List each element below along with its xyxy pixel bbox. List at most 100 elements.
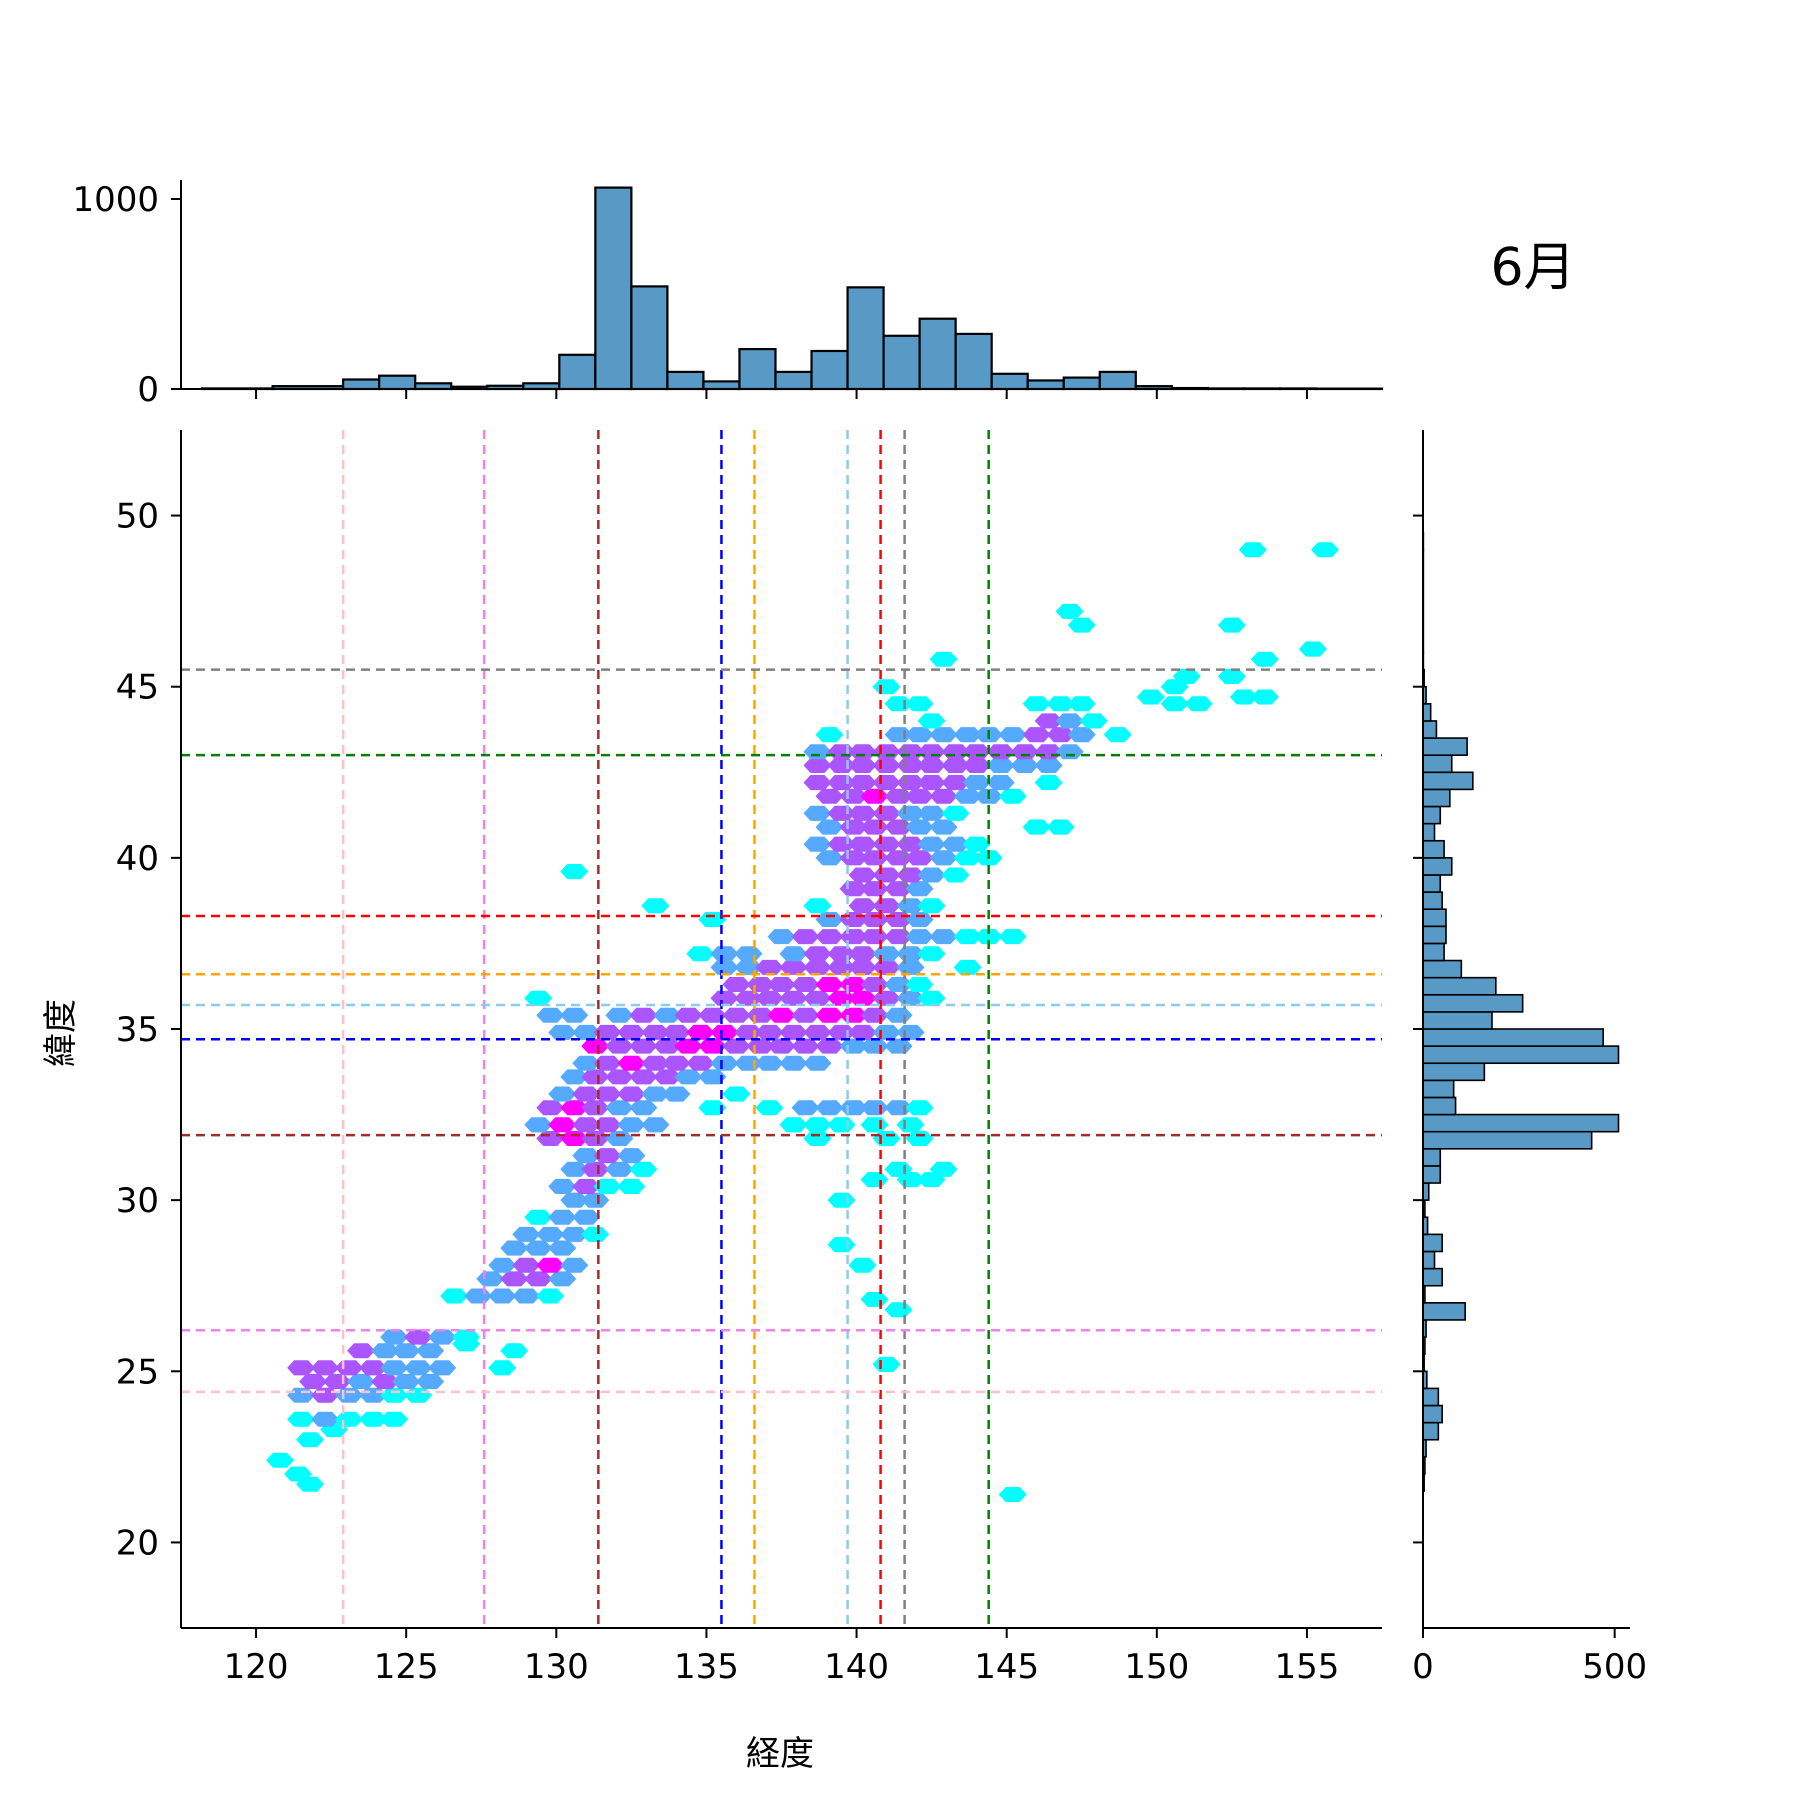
x-tick-label: 120 [224,1647,289,1687]
x-tick-label: 140 [824,1647,889,1687]
right-histogram-bar [1422,805,1442,825]
hex-cell [593,1148,622,1164]
hex-cell [1022,696,1051,712]
hex-cell [917,713,946,729]
hex-cell [755,959,784,975]
hex-cell [986,744,1015,760]
hex-cell [872,836,901,852]
hex-cell [605,1161,634,1177]
hex-cell [536,1007,565,1023]
hex-cell [581,1038,610,1054]
hex-cell [296,1476,325,1492]
hex-cell [380,1411,409,1427]
hex-cell [371,1343,400,1359]
hex-cell [872,1131,901,1146]
x-tick-label: 135 [674,1647,739,1687]
hex-cell [404,1360,433,1376]
hex-cell [962,775,991,791]
hex-cell [998,788,1027,804]
hex-cell [986,757,1015,773]
right-histogram-bar [1422,822,1436,842]
hex-cell [287,1411,316,1427]
hex-cell [710,959,739,975]
hex-cell [617,1148,646,1164]
right-histogram: 0 500 [1412,430,1647,1687]
right-histogram-bar [1422,1130,1593,1150]
hex-cell [962,744,991,760]
hex-cell [524,1271,553,1287]
hex-cell [974,929,1003,945]
top-histogram: 0 1000 [72,180,1384,410]
hex-cell [722,1007,751,1023]
hex-cell [572,1086,601,1102]
right-histogram-bar [1422,703,1432,722]
hex-cell [641,1055,670,1071]
hex-cell [581,1161,610,1177]
right-histogram-bar [1422,720,1438,739]
hex-cell [488,1360,517,1376]
hex-cell [803,1117,832,1133]
hex-cell [803,946,832,962]
right-x-tick-label: 500 [1582,1647,1647,1687]
hex-cell [872,1024,901,1040]
hex-cell [674,1038,703,1054]
hex-cell [296,1432,325,1448]
hex-cell [803,898,832,914]
hex-cell [710,946,739,962]
hex-cell [698,1100,727,1116]
right-histogram-bar [1422,788,1451,808]
hex-cell [1136,689,1165,705]
right-histogram-bar [1422,737,1468,756]
hex-cell [581,1131,610,1146]
hex-cell [548,1024,577,1040]
hex-cell [860,912,889,927]
hex-cell [872,946,901,962]
hex-cell [1217,668,1246,684]
hex-cell [860,881,889,897]
hex-cell [905,850,934,866]
hex-cell [767,977,796,992]
hex-cell [860,1007,889,1023]
hex-cell [905,977,934,992]
x-axis-label: 経度 [746,1734,814,1774]
hex-cell [653,1069,682,1085]
hex-cell [581,1226,610,1242]
hex-cell [662,1055,691,1071]
right-histogram-bar [1422,1302,1466,1321]
hex-cell [653,1038,682,1054]
hex-cell [536,1288,565,1304]
hex-cell [572,1117,601,1133]
hex-cell [905,819,934,835]
top-histogram-bar [954,332,993,391]
hex-cell [287,1360,316,1376]
hex-cell [848,1257,877,1273]
hex-cell [722,977,751,992]
hex-cell [929,819,958,835]
hex-cell [767,1038,796,1054]
hex-cell [560,1226,589,1242]
hex-cell [905,727,934,743]
hex-cell [962,836,991,852]
hex-cell [323,1374,352,1390]
top-histogram-bar [702,380,741,391]
hex-cell [335,1387,364,1403]
right-histogram-bar [1422,1267,1443,1287]
hex-cell [953,727,982,743]
hex-cell [815,1007,844,1023]
hex-cell [917,775,946,791]
hex-cell [581,1069,610,1085]
main-axes: 120 125 130 135 140 145 150 155 20 25 30 35 40 45 50 [116,430,1382,1687]
hex-cell [1172,668,1201,684]
hex-cell [1311,542,1339,558]
hex-cell [848,898,877,914]
hexbin-cells [266,542,1339,1502]
right-histogram-bar [1422,1165,1442,1184]
right-histogram-bar [1422,857,1453,876]
right-histogram-bar [1422,754,1453,774]
hex-cell [416,1343,445,1359]
right-histogram-bar [1422,1250,1436,1270]
hex-cell [815,1100,844,1116]
hex-cell [872,867,901,883]
hex-cell [617,1178,646,1194]
top-y-tick-label: 1000 [72,180,159,220]
